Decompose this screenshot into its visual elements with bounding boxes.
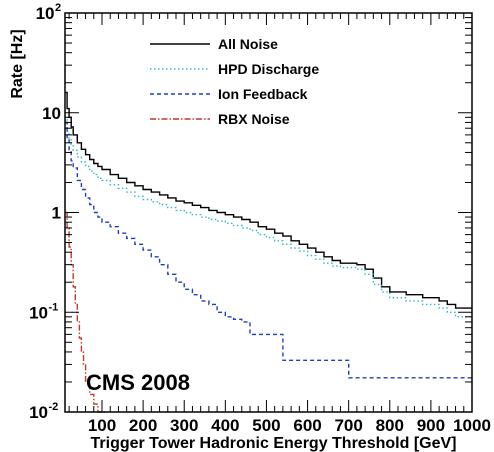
series-rbx-noise-line — [65, 211, 107, 413]
series-all-noise-line — [65, 91, 472, 309]
x-tick-label: 1000 — [453, 416, 491, 435]
y-tick-label: 10 — [42, 104, 61, 123]
y-tick-exponent: 2 — [55, 2, 61, 14]
y-tick-label: 10 — [36, 4, 55, 23]
x-tick-label: 900 — [417, 416, 445, 435]
cms-2008-annotation: CMS 2008 — [86, 370, 190, 395]
y-tick-label: 1 — [52, 204, 61, 223]
x-tick-label: 100 — [88, 416, 116, 435]
legend-label-rbx-noise: RBX Noise — [218, 111, 290, 127]
x-tick-label: 300 — [170, 416, 198, 435]
series-ion-feedback-line — [65, 121, 472, 379]
legend-label-all-noise: All Noise — [218, 36, 278, 52]
x-tick-label: 200 — [129, 416, 157, 435]
series-group — [65, 91, 472, 413]
series-hpd-discharge-line — [65, 116, 472, 318]
x-axis-title: Trigger Tower Hadronic Energy Threshold … — [91, 435, 457, 452]
y-tick-label: 10 — [29, 403, 48, 422]
x-tick-label: 400 — [211, 416, 239, 435]
x-tick-label: 800 — [376, 416, 404, 435]
x-tick-label: 600 — [293, 416, 321, 435]
legend-label-ion-feedback: Ion Feedback — [218, 86, 308, 102]
legend: All Noise HPD Discharge Ion Feedback RBX No… — [150, 36, 319, 127]
y-axis-title: Rate [Hz] — [9, 29, 26, 98]
axis-ticks — [65, 12, 472, 413]
x-tick-label: 700 — [334, 416, 362, 435]
x-tick-label: 500 — [252, 416, 280, 435]
y-tick-exponent: -1 — [49, 301, 59, 313]
y-tick-label: 10 — [29, 303, 48, 322]
y-tick-exponent: -2 — [49, 401, 59, 413]
legend-label-hpd-discharge: HPD Discharge — [218, 61, 319, 77]
